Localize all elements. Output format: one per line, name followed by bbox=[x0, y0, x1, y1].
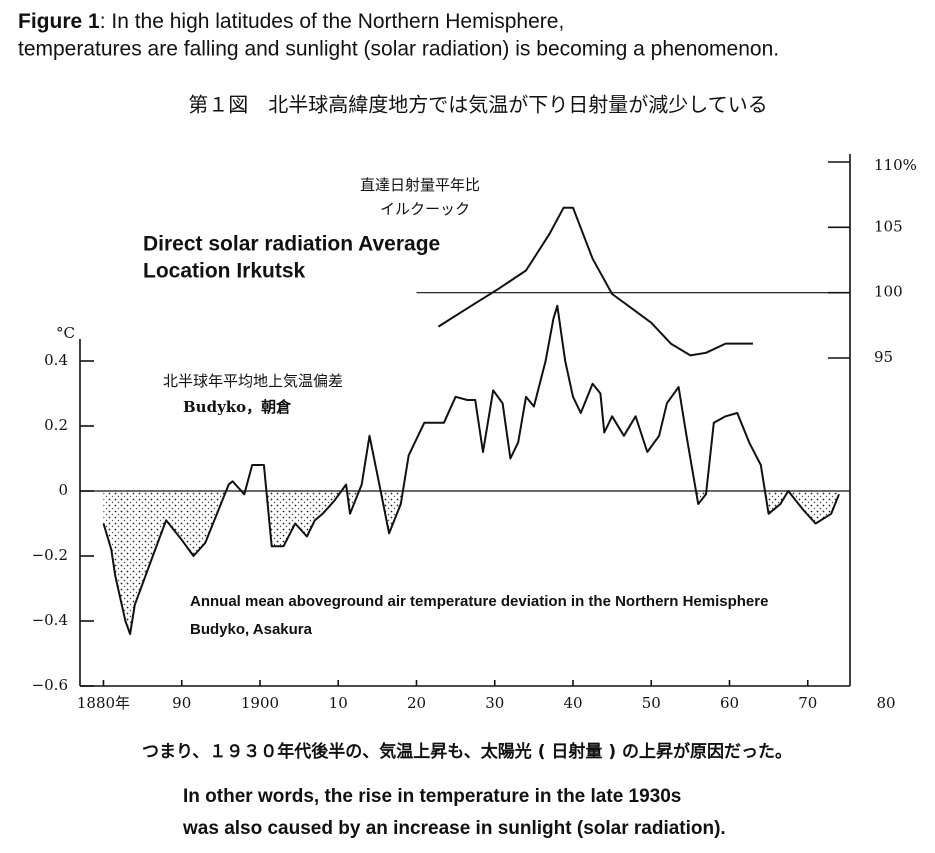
y2-tick-label: 110% bbox=[874, 156, 917, 174]
title-line: temperatures are falling and sunlight (s… bbox=[18, 38, 779, 61]
x-tick-label: 1900 bbox=[241, 694, 279, 712]
series-label: 直達日射量平年比 bbox=[360, 176, 480, 194]
subtitle: 第１図 北半球高緯度地方では気温が下り日射量が減少している bbox=[188, 93, 767, 117]
figure-label: Figure 1 bbox=[18, 10, 100, 33]
annotation: Direct solar radiation Average bbox=[143, 233, 440, 256]
y2-tick-label: 100 bbox=[874, 283, 903, 301]
annotation: Budyko, Asakura bbox=[190, 621, 313, 638]
y-unit: °C bbox=[56, 324, 75, 342]
annotation: Budyko，朝倉 bbox=[183, 398, 292, 416]
annotation: Annual mean aboveground air temperature … bbox=[190, 593, 768, 610]
annotation: Location Irkutsk bbox=[143, 260, 306, 283]
x-tick-label: 20 bbox=[407, 694, 426, 712]
y-tick-label: −0.4 bbox=[32, 611, 68, 629]
series-line bbox=[437, 206, 753, 357]
y-tick-label: 0 bbox=[58, 481, 68, 499]
x-tick-label: 1880年 bbox=[77, 694, 130, 712]
y2-tick-label: 95 bbox=[874, 348, 893, 366]
negative-area bbox=[103, 491, 839, 634]
annotation: イルクーック bbox=[380, 200, 470, 218]
y-tick-label: 0.4 bbox=[44, 351, 68, 369]
x-tick-label: 90 bbox=[172, 694, 191, 712]
y-tick-label: −0.2 bbox=[32, 546, 68, 564]
y-tick-label: 0.2 bbox=[44, 416, 68, 434]
x-tick-label: 70 bbox=[798, 694, 817, 712]
caption-en: In other words, the rise in temperature … bbox=[183, 786, 681, 807]
x-tick-label: 10 bbox=[329, 694, 348, 712]
series-line bbox=[102, 304, 840, 635]
caption-en: was also caused by an increase in sunlig… bbox=[182, 818, 726, 839]
title-line: : In the high latitudes of the Northern … bbox=[100, 10, 565, 33]
x-tick-label: 50 bbox=[642, 694, 661, 712]
caption-ja: つまり、１９３０年代後半の、気温上昇も、太陽光 ( 日射量 ) の上昇が原因だっ… bbox=[142, 741, 792, 762]
x-tick-label: 60 bbox=[720, 694, 739, 712]
x-tick-label: 30 bbox=[485, 694, 504, 712]
x-tick-label: 40 bbox=[563, 694, 582, 712]
figure-heading: Figure 1: In the high latitudes of the N… bbox=[18, 10, 564, 33]
x-tick-label: 80 bbox=[876, 694, 895, 712]
y2-tick-label: 105 bbox=[874, 217, 903, 235]
series-label: 北半球年平均地上気温偏差 bbox=[163, 372, 343, 390]
y-tick-label: −0.6 bbox=[32, 676, 68, 694]
